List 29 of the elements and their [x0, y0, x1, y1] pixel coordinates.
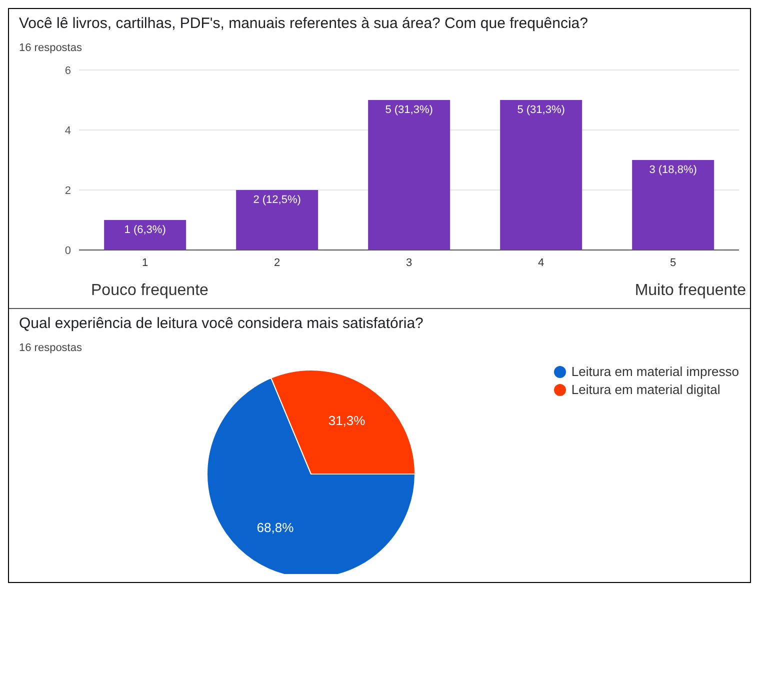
data-label: 2 (12,5%): [253, 194, 301, 206]
chart-title: Qual experiência de leitura você considera mais satisfatória?: [18, 314, 424, 332]
bar: [500, 100, 582, 250]
data-label: 31,3%: [328, 412, 366, 428]
chart-title: Você lê livros, cartilhas, PDF's, manuais referentes à sua área? Com que frequência?: [18, 14, 589, 32]
legend-label: Leitura em material digital: [570, 382, 722, 397]
bar: [368, 100, 450, 250]
data-label: 3 (18,8%): [649, 164, 697, 176]
chart-subtitle: 16 respostas: [18, 41, 83, 54]
bar: [632, 160, 714, 250]
legend-label: Leitura em material impresso: [570, 364, 739, 379]
x-tick-label: 4: [538, 256, 544, 269]
y-tick-label: 4: [64, 124, 71, 137]
data-label: 5 (31,3%): [517, 104, 565, 116]
text: 16 respostas: [18, 341, 83, 354]
x-tick-label: 5: [670, 256, 676, 269]
data-label: 1 (6,3%): [124, 224, 166, 236]
bar: [236, 190, 318, 250]
y-tick-label: 0: [64, 244, 71, 257]
x-tick-label: 1: [142, 256, 148, 269]
bar: [104, 220, 186, 250]
y-tick-label: 6: [64, 64, 71, 77]
x-tick-label: 2: [274, 256, 280, 269]
text: Pouco frequente: [91, 282, 208, 300]
x-tick-label: 3: [406, 256, 412, 269]
text: Muito frequente: [634, 282, 746, 300]
data-label: 68,8%: [256, 520, 294, 536]
y-tick-label: 2: [64, 184, 71, 197]
data-label: 5 (31,3%): [385, 104, 433, 116]
